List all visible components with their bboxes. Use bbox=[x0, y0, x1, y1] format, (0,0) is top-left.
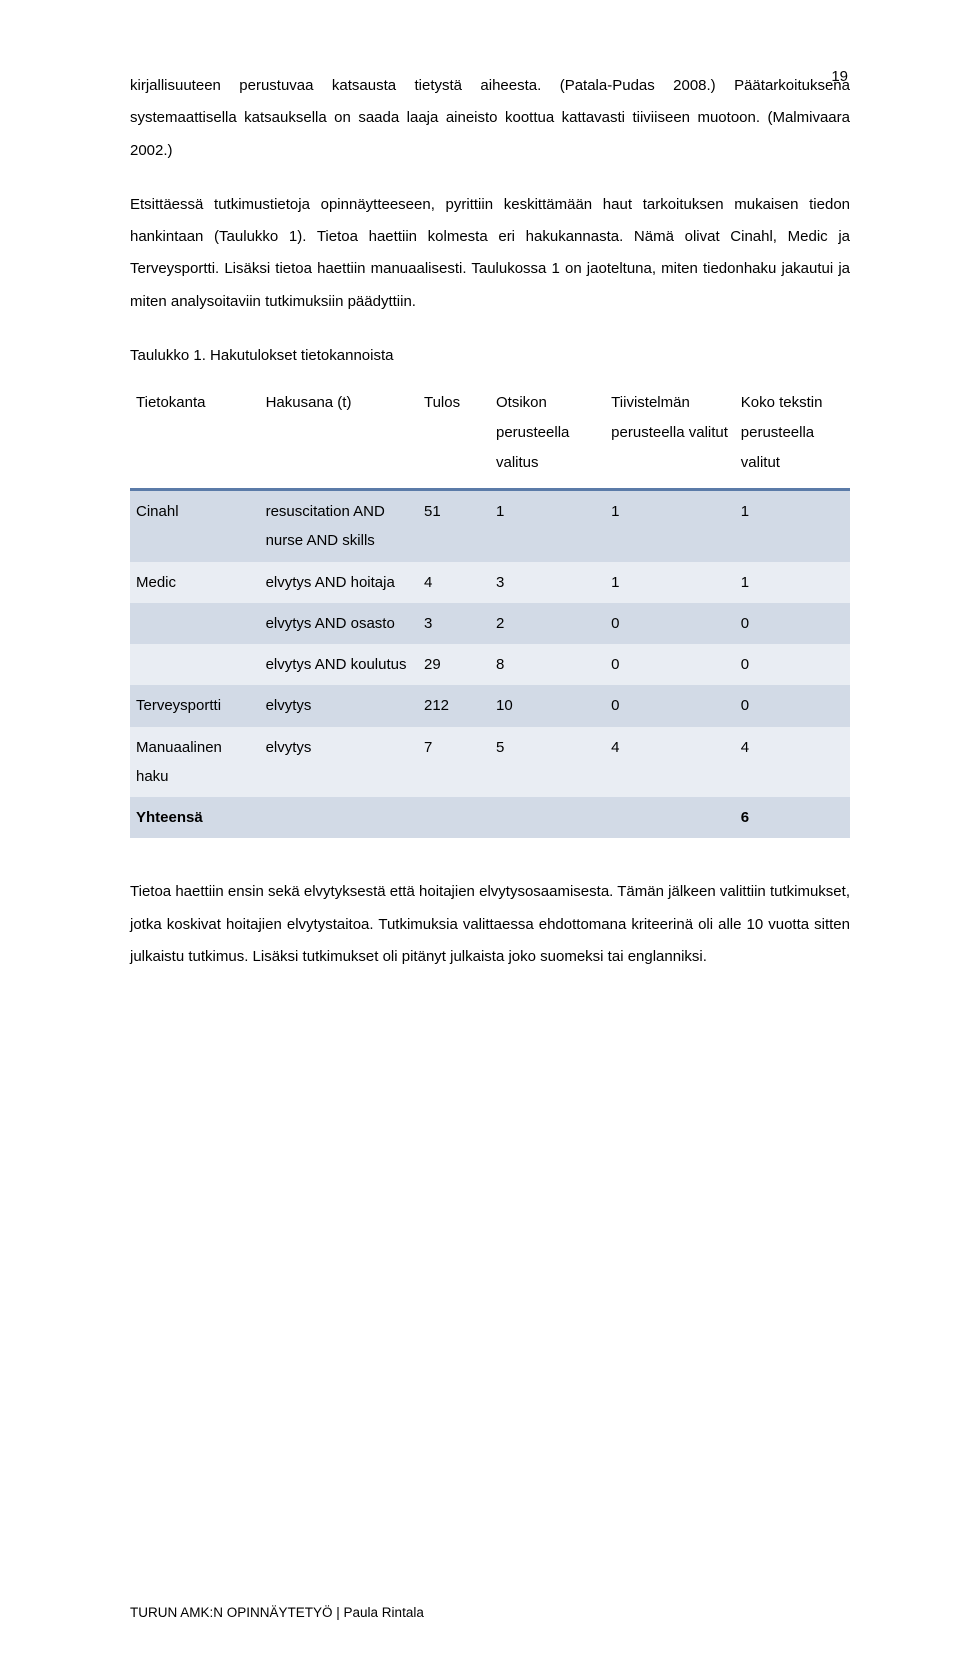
cell-c: 0 bbox=[735, 685, 850, 726]
cell-empty bbox=[418, 797, 490, 838]
cell-result: 4 bbox=[418, 562, 490, 603]
footer-text: TURUN AMK:N OPINNÄYTETYÖ | Paula Rintala bbox=[130, 1605, 424, 1620]
cell-db: Medic bbox=[130, 562, 260, 603]
cell-empty bbox=[605, 797, 735, 838]
table-row-total: Yhteensä 6 bbox=[130, 797, 850, 838]
col-header-db: Tietokanta bbox=[130, 384, 260, 490]
cell-db: Manuaalinen haku bbox=[130, 727, 260, 798]
cell-a: 3 bbox=[490, 562, 605, 603]
cell-term: elvytys bbox=[260, 727, 418, 798]
cell-c: 0 bbox=[735, 644, 850, 685]
cell-term: elvytys bbox=[260, 685, 418, 726]
cell-c: 1 bbox=[735, 490, 850, 562]
cell-a: 5 bbox=[490, 727, 605, 798]
cell-total-label: Yhteensä bbox=[130, 797, 260, 838]
col-header-result: Tulos bbox=[418, 384, 490, 490]
paragraph-3: Tietoa haettiin ensin sekä elvytyksestä … bbox=[130, 876, 850, 973]
table-row: Medic elvytys AND hoitaja 4 3 1 1 bbox=[130, 562, 850, 603]
table-row: Terveysportti elvytys 212 10 0 0 bbox=[130, 685, 850, 726]
cell-a: 10 bbox=[490, 685, 605, 726]
table-row: elvytys AND osasto 3 2 0 0 bbox=[130, 603, 850, 644]
table-row: Manuaalinen haku elvytys 7 5 4 4 bbox=[130, 727, 850, 798]
cell-result: 51 bbox=[418, 490, 490, 562]
cell-result: 29 bbox=[418, 644, 490, 685]
cell-total-value: 6 bbox=[735, 797, 850, 838]
table-row: elvytys AND koulutus 29 8 0 0 bbox=[130, 644, 850, 685]
cell-b: 1 bbox=[605, 562, 735, 603]
cell-c: 4 bbox=[735, 727, 850, 798]
cell-a: 1 bbox=[490, 490, 605, 562]
cell-db bbox=[130, 644, 260, 685]
cell-empty bbox=[260, 797, 418, 838]
col-header-term: Hakusana (t) bbox=[260, 384, 418, 490]
cell-db: Terveysportti bbox=[130, 685, 260, 726]
table-caption: Taulukko 1. Hakutulokset tietokannoista bbox=[130, 340, 850, 372]
cell-term: elvytys AND osasto bbox=[260, 603, 418, 644]
cell-result: 212 bbox=[418, 685, 490, 726]
cell-b: 0 bbox=[605, 603, 735, 644]
cell-b: 1 bbox=[605, 490, 735, 562]
cell-db bbox=[130, 603, 260, 644]
cell-term: elvytys AND koulutus bbox=[260, 644, 418, 685]
col-header-abstract: Tiivistelmän perusteella valitut bbox=[605, 384, 735, 490]
page-number: 19 bbox=[831, 68, 848, 85]
paragraph-1: kirjallisuuteen perustuvaa katsausta tie… bbox=[130, 70, 850, 167]
paragraph-2: Etsittäessä tutkimustietoja opinnäyttees… bbox=[130, 189, 850, 318]
results-table: Tietokanta Hakusana (t) Tulos Otsikon pe… bbox=[130, 384, 850, 838]
cell-c: 1 bbox=[735, 562, 850, 603]
col-header-title: Otsikon perusteella valitus bbox=[490, 384, 605, 490]
table-row: Cinahl resuscitation AND nurse AND skill… bbox=[130, 490, 850, 562]
cell-term: resuscitation AND nurse AND skills bbox=[260, 490, 418, 562]
cell-term: elvytys AND hoitaja bbox=[260, 562, 418, 603]
cell-a: 2 bbox=[490, 603, 605, 644]
cell-b: 0 bbox=[605, 644, 735, 685]
col-header-fulltext: Koko tekstin perusteella valitut bbox=[735, 384, 850, 490]
cell-c: 0 bbox=[735, 603, 850, 644]
cell-a: 8 bbox=[490, 644, 605, 685]
cell-b: 4 bbox=[605, 727, 735, 798]
cell-result: 3 bbox=[418, 603, 490, 644]
cell-empty bbox=[490, 797, 605, 838]
cell-db: Cinahl bbox=[130, 490, 260, 562]
table-header-row: Tietokanta Hakusana (t) Tulos Otsikon pe… bbox=[130, 384, 850, 490]
cell-result: 7 bbox=[418, 727, 490, 798]
cell-b: 0 bbox=[605, 685, 735, 726]
